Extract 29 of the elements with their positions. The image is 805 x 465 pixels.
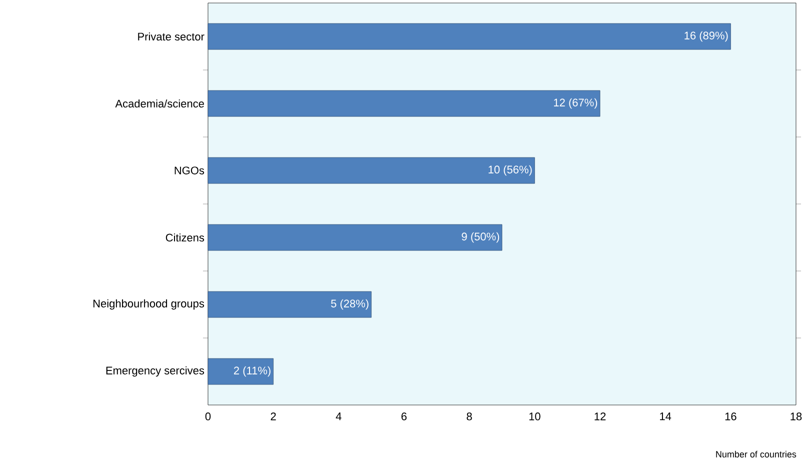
y-tick-label: NGOs	[174, 166, 204, 174]
x-tick-label: 2	[270, 412, 276, 420]
x-tick-label: 0	[205, 412, 211, 420]
y-tick-label: Citizens	[166, 233, 204, 242]
x-tick-label: 6	[402, 412, 407, 420]
x-tick-label: 18	[790, 412, 802, 420]
data-label: 9 (50%)	[462, 232, 500, 243]
bar	[208, 90, 600, 117]
x-tick-label: 10	[529, 412, 540, 420]
x-tick-label: 16	[725, 412, 736, 420]
data-label: 12 (67%)	[554, 98, 598, 109]
bar	[208, 23, 731, 50]
bar	[208, 358, 274, 385]
x-axis-title: Number of countries	[716, 450, 796, 458]
y-tick-label: Private sector	[138, 32, 204, 41]
x-tick-label: 4	[336, 412, 342, 420]
bar	[208, 291, 372, 318]
y-tick-label: Emergency sercives	[106, 366, 204, 377]
bar	[208, 224, 502, 251]
data-label: 16 (89%)	[684, 31, 728, 42]
bar	[208, 157, 535, 184]
y-tick-label: Academia/science	[115, 99, 204, 108]
data-label: 5 (28%)	[331, 299, 368, 310]
x-tick-label: 14	[660, 412, 672, 420]
data-label: 10 (56%)	[488, 165, 532, 176]
x-tick-label: 12	[594, 412, 606, 420]
data-label: 2 (11%)	[234, 366, 270, 377]
x-tick-label: 8	[466, 412, 472, 420]
y-tick-label: Neighbourhood groups	[93, 299, 204, 310]
